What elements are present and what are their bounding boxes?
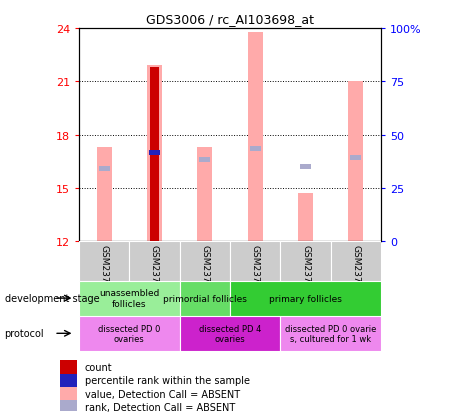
Text: development stage: development stage [5, 293, 99, 304]
Bar [79, 242, 129, 281]
Text: primary follicles: primary follicles [269, 294, 342, 303]
Text: GSM237018: GSM237018 [351, 245, 360, 299]
Bar [60, 374, 77, 387]
Text: dissected PD 0
ovaries: dissected PD 0 ovaries [98, 324, 161, 343]
Bar [150, 68, 159, 242]
Bar [147, 66, 162, 242]
Bar [348, 82, 364, 242]
Text: dissected PD 0 ovarie
s, cultured for 1 wk: dissected PD 0 ovarie s, cultured for 1 … [285, 324, 377, 343]
Bar [248, 33, 263, 242]
Text: value, Detection Call = ABSENT: value, Detection Call = ABSENT [85, 389, 240, 399]
Text: primordial follicles: primordial follicles [163, 294, 247, 303]
Bar [129, 242, 179, 281]
Text: GSM237013: GSM237013 [100, 245, 109, 299]
Text: GSM237014: GSM237014 [150, 245, 159, 299]
Bar [179, 242, 230, 281]
Bar [60, 401, 77, 413]
Bar [79, 281, 179, 316]
Bar [60, 387, 77, 401]
Text: protocol: protocol [5, 328, 44, 339]
Bar [298, 194, 313, 242]
Bar [79, 316, 179, 351]
Text: rank, Detection Call = ABSENT: rank, Detection Call = ABSENT [85, 402, 235, 412]
Bar [230, 242, 281, 281]
Text: unassembled
follicles: unassembled follicles [99, 289, 160, 308]
Bar [179, 316, 281, 351]
Bar [99, 166, 110, 171]
Bar [281, 316, 381, 351]
Title: GDS3006 / rc_AI103698_at: GDS3006 / rc_AI103698_at [146, 13, 314, 26]
Bar [199, 157, 210, 163]
Bar [60, 360, 77, 374]
Bar [179, 281, 230, 316]
Bar [149, 150, 160, 156]
Bar [331, 242, 381, 281]
Bar [97, 148, 112, 242]
Text: dissected PD 4
ovaries: dissected PD 4 ovaries [199, 324, 261, 343]
Bar [300, 164, 311, 170]
Text: count: count [85, 362, 112, 372]
Text: percentile rank within the sample: percentile rank within the sample [85, 375, 250, 385]
Bar [250, 147, 261, 152]
Text: GSM237016: GSM237016 [251, 245, 260, 299]
Bar [230, 281, 381, 316]
Bar [281, 242, 331, 281]
Bar [197, 148, 212, 242]
Text: GSM237015: GSM237015 [200, 245, 209, 299]
Bar [350, 156, 361, 161]
Text: GSM237017: GSM237017 [301, 245, 310, 299]
